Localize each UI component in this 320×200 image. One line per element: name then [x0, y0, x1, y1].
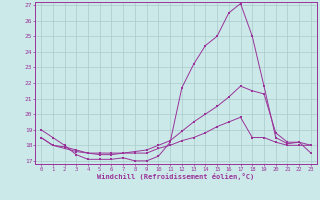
X-axis label: Windchill (Refroidissement éolien,°C): Windchill (Refroidissement éolien,°C): [97, 173, 255, 180]
